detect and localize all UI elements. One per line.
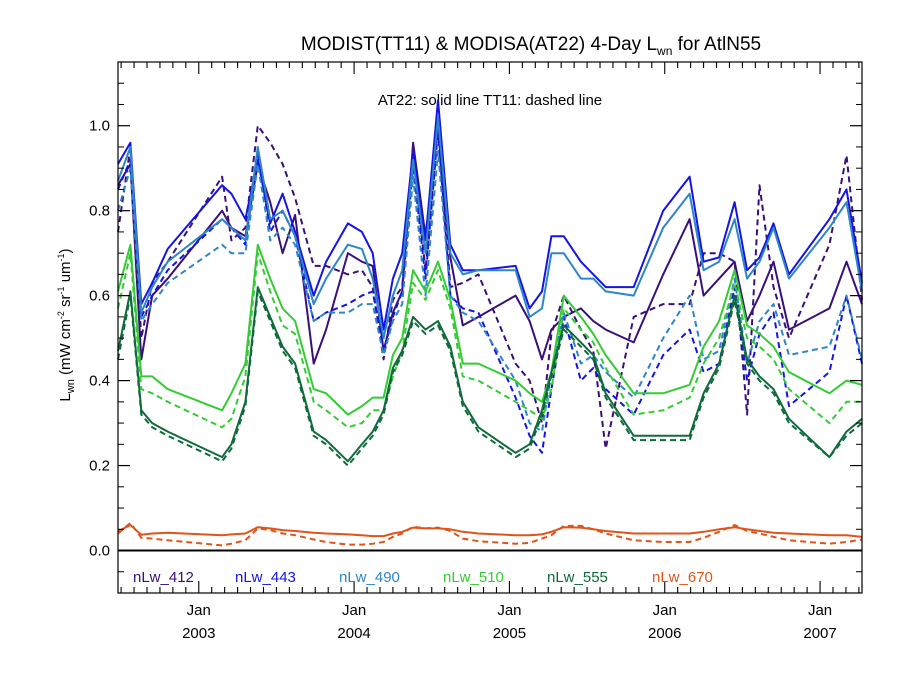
y-tick-label: 0.8 [89, 203, 110, 220]
x-tick-label-year: 2003 [182, 625, 215, 642]
y-tick-label: 0.6 [89, 288, 110, 305]
legend-entry-nlw-670: nLw_670 [652, 569, 713, 586]
series-line-nlw-510-dashed [117, 252, 862, 429]
x-tick-label-month: Jan [187, 602, 211, 619]
series-line-nlw-670-solid [117, 524, 863, 538]
series-line-nlw-510-solid [117, 243, 863, 416]
x-tick-label-month: Jan [497, 602, 521, 619]
series-line-nlw-555-solid [117, 286, 863, 463]
y-tick-label: 0.4 [89, 373, 110, 390]
plot-frame [117, 61, 863, 594]
legend-entry-nlw-412: nLw_412 [133, 569, 194, 586]
y-tick-label: 0.2 [89, 458, 110, 475]
axes: 0.0 0.2 0.4 0.6 0.8 1.0 Jan 2003 Jan 2004 Jan 2005 J… [89, 61, 863, 642]
x-tick-label-year: 2004 [337, 625, 370, 642]
x-tick-label-month: Jan [808, 602, 832, 619]
x-tick-label-year: 2007 [803, 625, 836, 642]
chart-title: MODIST(TT11) & MODISA(AT22) 4-Day Lwn fo… [301, 34, 761, 58]
x-tick-label-month: Jan [653, 602, 677, 619]
y-axis-label: Lwn (mW cm-2 sr-1 um-1) [56, 248, 77, 401]
series-line-nlw-490-dashed [117, 150, 863, 433]
y-tick-label: 1.0 [89, 118, 110, 135]
line-style-annotation: AT22: solid line TT11: dashed line [378, 92, 602, 109]
legend: nLw_412 nLw_443 nLw_490 nLw_510 nLw_555 nLw_6… [133, 569, 713, 586]
legend-entry-nlw-443: nLw_443 [235, 569, 296, 586]
x-tick-label-year: 2006 [648, 625, 681, 642]
legend-entry-nlw-555: nLw_555 [547, 569, 608, 586]
series-line-nlw-490-solid [117, 116, 863, 340]
plot-lines [117, 99, 863, 547]
x-tick-label-year: 2005 [493, 625, 526, 642]
y-tick-label: 0.0 [89, 543, 110, 560]
x-tick-label-month: Jan [342, 602, 366, 619]
legend-entry-nlw-510: nLw_510 [443, 569, 504, 586]
legend-entry-nlw-490: nLw_490 [339, 569, 400, 586]
